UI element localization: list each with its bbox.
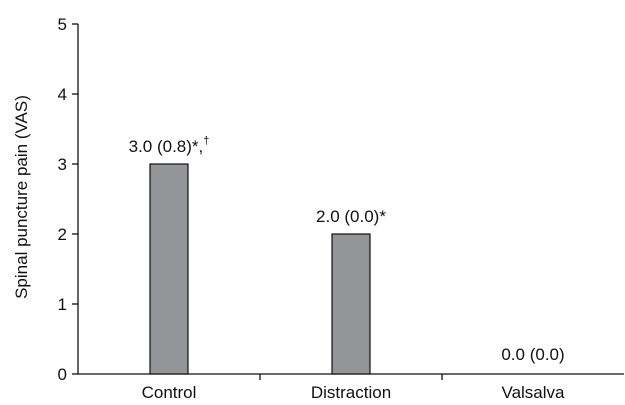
data-label: 3.0 (0.8)*,† — [129, 135, 210, 156]
data-label-superscript: † — [203, 135, 209, 147]
y-tick-label: 3 — [58, 155, 67, 174]
bars — [149, 163, 371, 375]
data-label-value: 2.0 (0.0)* — [316, 207, 386, 226]
data-label-value: 0.0 (0.0) — [501, 345, 564, 364]
category-label: Distraction — [311, 383, 391, 402]
y-tick-label: 1 — [58, 295, 67, 314]
y-tick-label: 0 — [58, 365, 67, 384]
bar-distraction — [331, 233, 371, 375]
y-axis-title: Spinal puncture pain (VAS) — [12, 95, 31, 299]
bar-control — [149, 163, 189, 375]
category-label: Control — [142, 383, 197, 402]
y-tick-label: 2 — [58, 225, 67, 244]
y-axis: 0 1 2 3 4 5 — [58, 15, 79, 384]
data-label: 2.0 (0.0)* — [316, 207, 386, 226]
y-tick-label: 4 — [58, 85, 67, 104]
data-labels: 3.0 (0.8)*,† 2.0 (0.0)* 0.0 (0.0) — [129, 135, 565, 364]
y-tick-label: 5 — [58, 15, 67, 34]
data-label-value: 3.0 (0.8)*, — [129, 137, 204, 156]
x-axis: Control Distraction Valsalva — [78, 373, 624, 402]
data-label: 0.0 (0.0) — [501, 345, 564, 364]
category-label: Valsalva — [502, 383, 566, 402]
